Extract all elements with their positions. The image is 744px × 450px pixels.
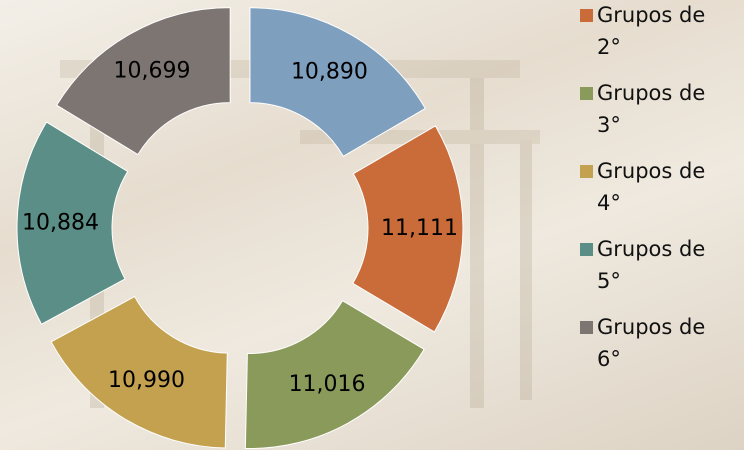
data-label: 10,990: [108, 368, 185, 393]
data-label: 10,699: [113, 59, 190, 84]
data-label: 11,111: [381, 216, 458, 241]
data-label: 10,890: [291, 59, 368, 84]
page: {"chart_data": {"type": "pie", "categori…: [0, 0, 744, 450]
chart: 10,890 11,111 11,016 10,990 10,884 10,699: [0, 0, 744, 450]
data-label: 11,016: [289, 372, 366, 397]
data-label: 10,884: [22, 211, 99, 236]
